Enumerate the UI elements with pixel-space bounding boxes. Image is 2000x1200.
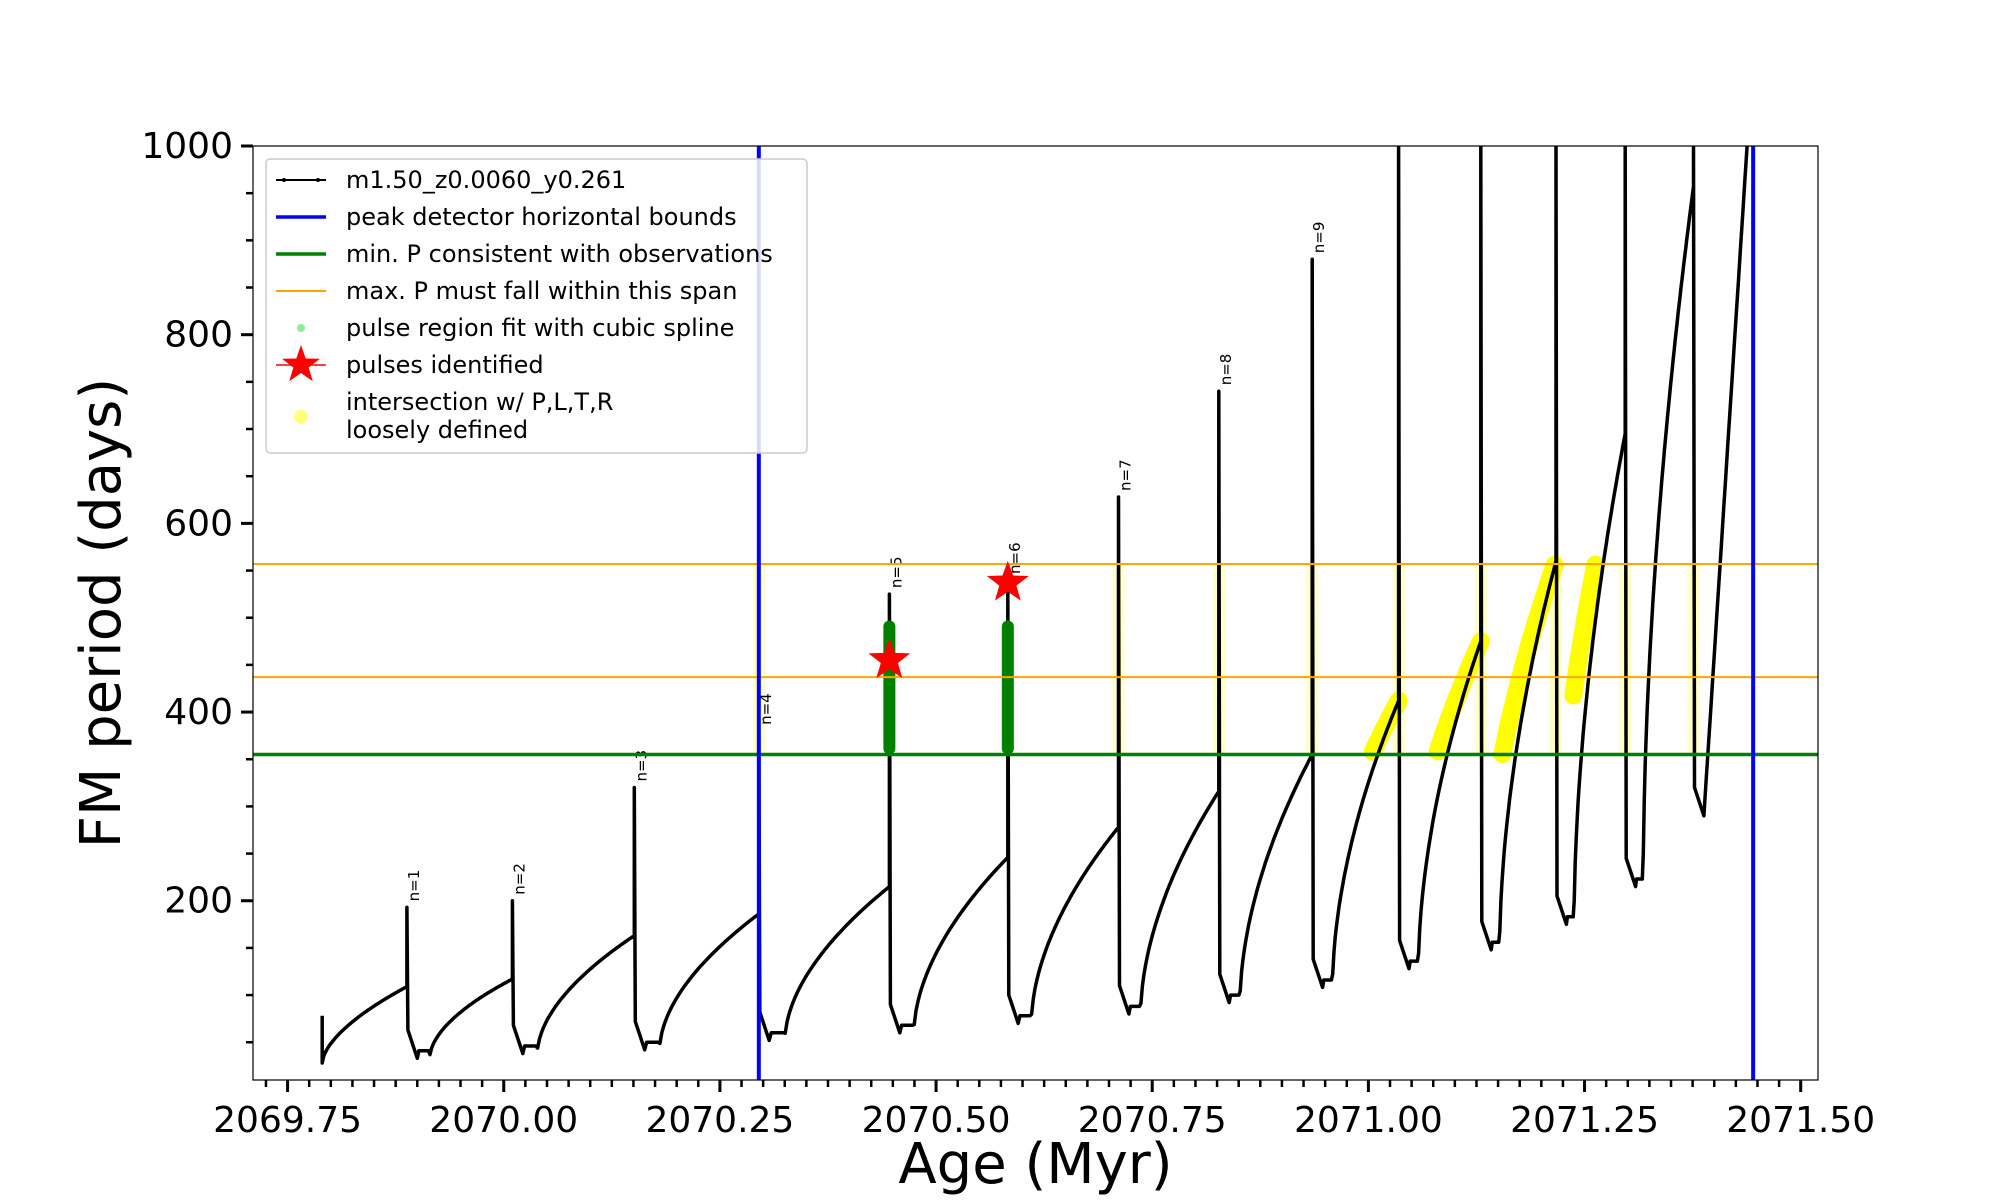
legend-entry: min. P consistent with observations <box>276 240 773 268</box>
legend-label: intersection w/ P,L,T,R <box>346 388 613 416</box>
legend-entry: max. P must fall within this span <box>276 277 737 305</box>
pulse-label: n=3 <box>632 750 650 782</box>
y-tick-label: 800 <box>164 315 233 356</box>
legend-label: m1.50_z0.0060_y0.261 <box>346 166 626 194</box>
legend-label: peak detector horizontal bounds <box>346 203 737 231</box>
pulse-label: n=5 <box>887 557 905 589</box>
pulse-label: n=1 <box>405 870 423 902</box>
legend-handle-marker <box>316 178 320 182</box>
x-tick-label: 2071.00 <box>1294 1100 1443 1141</box>
pulse-label: n=6 <box>1006 542 1024 574</box>
y-tick-label: 600 <box>164 503 233 544</box>
pulse-label: n=7 <box>1117 459 1135 491</box>
axis-ticks: 2069.75 2070.00 2070.25 2070.50 2070.75 2071.… <box>141 126 1875 1141</box>
x-tick-label: 2070.50 <box>862 1100 1011 1141</box>
curve-layer: n=1 n=2 n=3 n=4 n=5 n=6 n=7 n=8 n=9 <box>320 146 1749 1065</box>
x-tick-label: 2071.50 <box>1726 1100 1875 1141</box>
intersection-segment <box>1564 555 1605 705</box>
legend-entry: pulses identified <box>276 345 544 382</box>
legend-box <box>265 158 808 454</box>
pulse-label: n=8 <box>1217 354 1235 386</box>
reference-lines <box>253 146 1818 1080</box>
pulse-region-fit <box>1001 620 1014 755</box>
legend-handle-marker <box>282 178 286 182</box>
y-tick-label: 1000 <box>141 126 233 167</box>
legend-entry: m1.50_z0.0060_y0.261 <box>276 166 626 194</box>
pulse-identified-star <box>986 560 1029 601</box>
x-tick-label: 2070.00 <box>429 1100 578 1141</box>
legend-label: max. P must fall within this span <box>346 277 737 305</box>
pulse-label: n=9 <box>1310 222 1328 254</box>
pulse-label: n=4 <box>757 693 775 725</box>
x-tick-label: 2070.75 <box>1078 1100 1227 1141</box>
y-tick-label: 200 <box>164 881 233 922</box>
legend-label: pulse region fit with cubic spline <box>346 314 734 342</box>
legend-entry: peak detector horizontal bounds <box>276 203 737 231</box>
legend-handle <box>297 324 305 332</box>
intersection-segment <box>1493 556 1564 763</box>
pulse-identified-star <box>868 638 911 678</box>
legend-label: min. P consistent with observations <box>346 240 773 268</box>
legend-entry: pulse region fit with cubic spline <box>297 314 734 342</box>
pulse-label: n=2 <box>510 863 528 895</box>
legend-label: loosely defined <box>346 416 528 444</box>
legend-label: pulses identified <box>346 351 544 379</box>
legend-handle <box>282 345 320 382</box>
plot-frame <box>252 145 1819 1081</box>
series-line-m1.50_z0.0060_y0.261 <box>320 146 1749 1065</box>
y-axis-title: FM period (days) <box>69 378 134 848</box>
x-tick-label: 2069.75 <box>213 1100 362 1141</box>
legend-handle <box>294 410 308 424</box>
x-axis-title: Age (Myr) <box>898 1132 1172 1197</box>
y-tick-label: 400 <box>164 692 233 733</box>
x-tick-label: 2070.25 <box>645 1100 794 1141</box>
x-tick-label: 2071.25 <box>1510 1100 1659 1141</box>
